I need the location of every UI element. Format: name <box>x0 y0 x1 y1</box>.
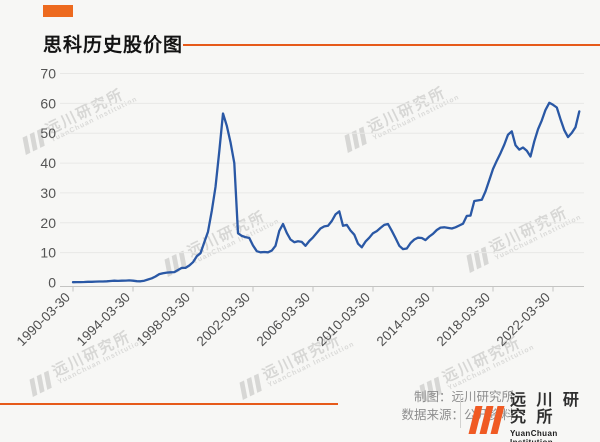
y-axis-label: 70 <box>40 66 56 82</box>
y-axis-label: 60 <box>40 95 56 111</box>
y-axis-label: 10 <box>40 245 56 261</box>
x-axis-label: 2010-03-30 <box>314 290 373 349</box>
price-line-series <box>71 101 581 284</box>
x-axis-label: 2018-03-30 <box>434 290 493 349</box>
footer-divider-rule <box>0 403 338 405</box>
x-axis-label: 1998-03-30 <box>134 290 193 349</box>
page-title: 思科历史股价图 <box>43 35 184 56</box>
y-axis-label: 30 <box>40 185 56 201</box>
x-axis-label: 2002-03-30 <box>194 290 253 349</box>
y-axis-label: 20 <box>40 215 56 231</box>
logo-en-text: YuanChuan Institution <box>510 429 558 442</box>
x-axis-label: 1994-03-30 <box>74 290 133 349</box>
title-underline <box>183 44 600 46</box>
x-axis-label: 2022-03-30 <box>494 290 553 349</box>
credit-author: 制图：远川研究所 <box>413 390 514 404</box>
y-axis-label: 0 <box>48 275 56 291</box>
y-axis-label: 50 <box>40 125 56 141</box>
brand-accent-block <box>43 5 73 17</box>
yuanchuan-logo: 远 川 研 究 所 YuanChuan Institution <box>468 392 600 442</box>
x-axis-label: 2006-03-30 <box>254 290 313 349</box>
yuanchuan-logo-bars-icon <box>468 405 505 434</box>
x-axis-label: 1990-03-30 <box>14 290 73 349</box>
y-axis-label: 40 <box>40 155 56 171</box>
logo-cn-text: 远 川 研 究 所 <box>510 392 582 426</box>
footer-vertical-divider <box>460 394 461 428</box>
x-axis-label: 2014-03-30 <box>374 290 433 349</box>
